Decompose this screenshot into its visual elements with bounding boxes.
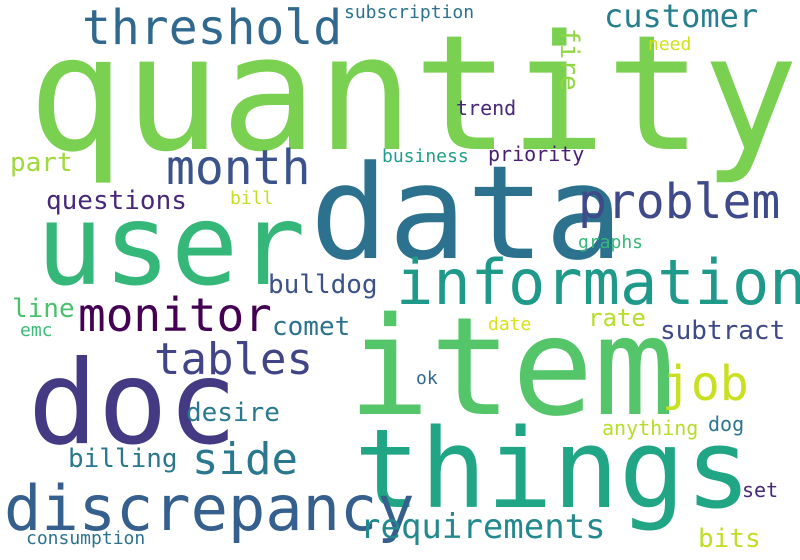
word-part: part <box>10 148 73 178</box>
word-graphs: graphs <box>578 232 644 253</box>
word-information: information <box>396 246 800 319</box>
word-user: user <box>36 181 306 311</box>
word-desire: desire <box>186 398 280 428</box>
word-trend: trend <box>456 96 517 120</box>
word-doc: doc <box>28 336 238 471</box>
word-bill: bill <box>230 188 274 209</box>
word-problem: problem <box>578 174 781 230</box>
word-anything: anything <box>602 416 699 440</box>
word-requirements: requirements <box>360 507 606 547</box>
word-customer: customer <box>604 0 759 35</box>
word-priority: priority <box>488 142 585 166</box>
word-emc: emc <box>20 320 53 341</box>
word-data: data <box>310 137 624 289</box>
word-need: need <box>648 34 692 55</box>
word-job: job <box>662 356 749 412</box>
word-tables: tables <box>154 334 313 385</box>
word-threshold: threshold <box>82 0 343 56</box>
word-quantity: quantity <box>28 0 799 187</box>
word-side: side <box>192 434 298 485</box>
word-bits: bits <box>698 524 761 554</box>
word-month: month <box>166 140 311 196</box>
word-ok: ok <box>416 368 438 389</box>
word-business: business <box>382 146 469 167</box>
word-comet: comet <box>272 312 351 342</box>
word-questions: questions <box>46 186 187 216</box>
word-date: date <box>488 314 532 335</box>
word-bulldog: bulldog <box>268 270 378 300</box>
word-billing: billing <box>68 444 178 474</box>
word-things: things <box>354 405 752 533</box>
word-dog: dog <box>708 412 745 436</box>
word-discrepancy: discrepancy <box>4 472 415 545</box>
word-subscription: subscription <box>344 2 475 23</box>
word-consumption: consumption <box>26 528 146 549</box>
word-subtract: subtract <box>660 316 786 346</box>
word-set: set <box>742 478 779 502</box>
word-line: line <box>12 294 75 324</box>
word-rate: rate <box>588 304 646 332</box>
word-fire: fire <box>554 28 584 91</box>
word-item: item <box>348 289 676 447</box>
word-monitor: monitor <box>78 288 272 342</box>
